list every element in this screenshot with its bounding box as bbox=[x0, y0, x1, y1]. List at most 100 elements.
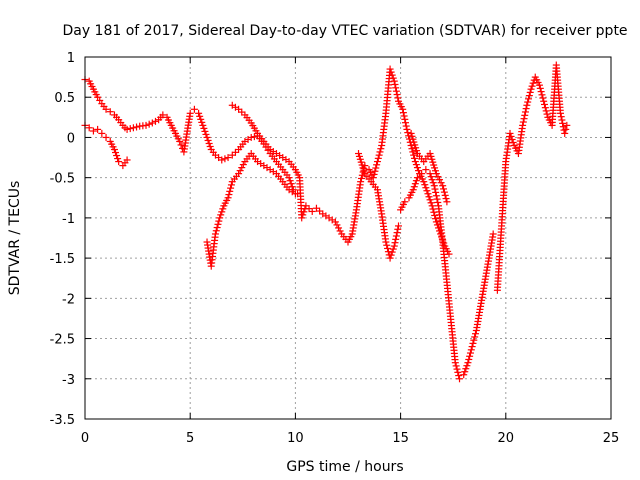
y-tick-label: -3.5 bbox=[50, 413, 75, 428]
data-point bbox=[401, 198, 409, 206]
data-point bbox=[428, 176, 436, 184]
data-point bbox=[215, 217, 223, 225]
data-point bbox=[506, 129, 514, 137]
data-point bbox=[412, 177, 420, 185]
data-point bbox=[391, 239, 399, 247]
data-point bbox=[563, 121, 571, 129]
data-point bbox=[399, 109, 407, 117]
data-point bbox=[519, 121, 527, 129]
data-point bbox=[218, 208, 226, 216]
data-point bbox=[409, 186, 417, 194]
data-point bbox=[238, 164, 246, 172]
data-point bbox=[528, 82, 536, 90]
data-point bbox=[392, 232, 400, 240]
data-point bbox=[527, 85, 535, 93]
data-point bbox=[409, 148, 417, 156]
data-point bbox=[333, 221, 341, 229]
data-point bbox=[387, 68, 395, 76]
data-point bbox=[291, 190, 299, 198]
data-point bbox=[384, 244, 392, 252]
axis-ticks bbox=[84, 56, 612, 420]
data-point bbox=[425, 193, 433, 201]
data-point bbox=[401, 115, 409, 123]
data-point bbox=[411, 158, 419, 166]
data-point bbox=[227, 181, 235, 189]
data-point bbox=[525, 92, 533, 100]
data-point bbox=[195, 109, 203, 117]
data-point bbox=[464, 359, 472, 367]
data-point bbox=[89, 127, 97, 135]
x-tick-labels: 0 5 10 15 20 25 bbox=[81, 431, 619, 446]
data-point bbox=[422, 184, 430, 192]
data-point bbox=[432, 188, 440, 196]
data-point bbox=[376, 148, 384, 156]
data-point bbox=[431, 185, 439, 193]
data-point bbox=[410, 183, 418, 191]
data-point bbox=[377, 145, 385, 153]
data-point bbox=[432, 170, 440, 178]
data-point bbox=[199, 121, 207, 129]
data-point bbox=[186, 109, 194, 117]
data-point bbox=[463, 362, 471, 370]
data-point bbox=[430, 182, 438, 190]
data-point bbox=[424, 190, 432, 198]
data-point bbox=[106, 108, 114, 116]
data-point bbox=[392, 235, 400, 243]
data-point bbox=[102, 105, 110, 113]
data-point bbox=[225, 191, 233, 199]
data-point bbox=[557, 109, 565, 117]
data-point bbox=[521, 111, 529, 119]
data-point bbox=[399, 105, 407, 113]
data-point bbox=[335, 224, 343, 232]
data-point bbox=[129, 124, 137, 132]
data-point bbox=[219, 205, 227, 213]
data-point bbox=[114, 155, 122, 163]
data-point bbox=[414, 167, 422, 175]
data-point bbox=[123, 156, 131, 164]
data-point bbox=[221, 155, 229, 163]
data-point bbox=[213, 224, 221, 232]
data-point bbox=[440, 188, 448, 196]
data-point bbox=[432, 218, 440, 226]
data-point bbox=[521, 108, 529, 116]
data-point bbox=[433, 221, 441, 229]
data-point bbox=[439, 182, 447, 190]
data-point bbox=[198, 118, 206, 126]
data-point bbox=[524, 98, 532, 106]
data-point bbox=[489, 230, 497, 238]
data-point bbox=[218, 156, 226, 164]
data-point bbox=[102, 133, 110, 141]
data-point bbox=[373, 158, 381, 166]
data-point bbox=[394, 225, 402, 233]
data-point bbox=[205, 139, 213, 147]
data-point bbox=[541, 100, 549, 108]
data-point bbox=[542, 107, 550, 115]
data-point bbox=[467, 346, 475, 354]
x-tick-label: 15 bbox=[392, 431, 409, 446]
data-point bbox=[369, 174, 377, 182]
data-point bbox=[404, 129, 412, 137]
data-point bbox=[227, 184, 235, 192]
data-point bbox=[390, 242, 398, 250]
data-point bbox=[201, 127, 209, 135]
data-point bbox=[418, 170, 426, 178]
data-point bbox=[557, 113, 565, 121]
data-point bbox=[523, 101, 531, 109]
data-point bbox=[206, 142, 214, 150]
data-point bbox=[469, 339, 477, 347]
chart-title: Day 181 of 2017, Sidereal Day-to-day VTE… bbox=[62, 23, 627, 39]
data-point bbox=[176, 137, 184, 145]
data-point bbox=[462, 365, 470, 373]
data-point bbox=[519, 118, 527, 126]
data-point bbox=[537, 88, 545, 96]
data-point bbox=[426, 170, 434, 178]
data-point bbox=[434, 173, 442, 181]
data-point bbox=[308, 207, 316, 215]
data-point bbox=[126, 125, 134, 133]
data-point bbox=[388, 248, 396, 256]
plot-frame bbox=[84, 56, 612, 420]
data-point bbox=[115, 158, 123, 166]
y-tick-label: -1 bbox=[62, 212, 75, 227]
data-point bbox=[520, 115, 528, 123]
data-point bbox=[390, 77, 398, 85]
